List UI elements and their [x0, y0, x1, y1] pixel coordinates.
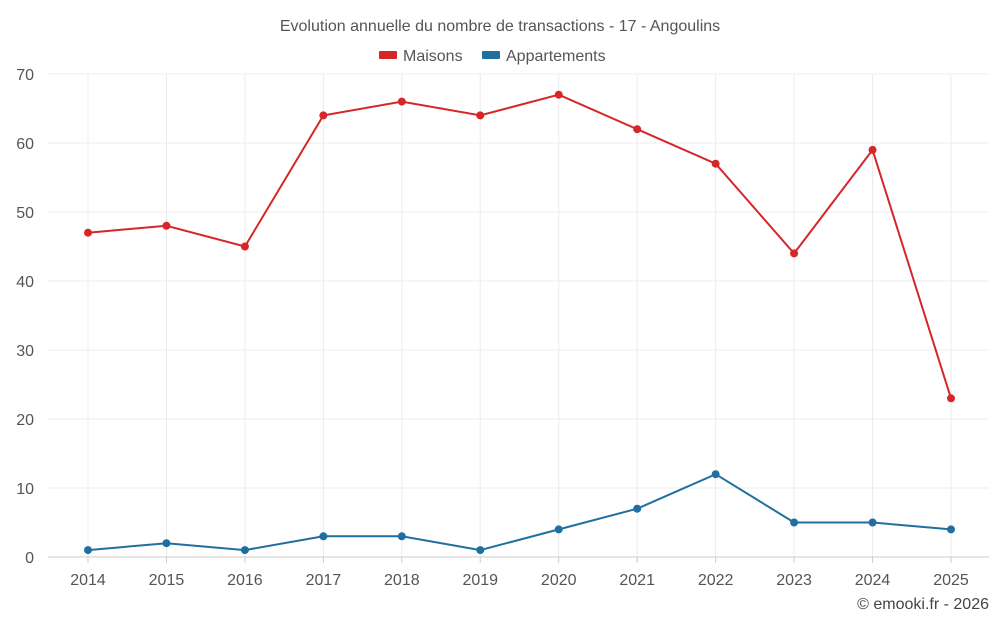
- x-tick-label: 2019: [462, 572, 498, 589]
- x-tick-label: 2018: [384, 572, 420, 589]
- data-point-appartements[interactable]: [476, 546, 485, 555]
- data-point-appartements[interactable]: [947, 525, 955, 534]
- y-tick-label: 20: [16, 412, 34, 429]
- data-point-appartements[interactable]: [554, 525, 563, 534]
- data-point-appartements[interactable]: [633, 504, 642, 513]
- data-point-appartements[interactable]: [162, 539, 171, 548]
- data-point-maisons[interactable]: [868, 145, 877, 154]
- chart-title: Evolution annuelle du nombre de transact…: [280, 18, 720, 35]
- data-point-appartements[interactable]: [868, 518, 877, 527]
- credit-text: © emooki.fr - 2026: [857, 596, 989, 613]
- legend-item-appartements[interactable]: Appartements: [482, 48, 606, 65]
- grid: [48, 73, 989, 557]
- x-tick-label: 2024: [855, 572, 891, 589]
- data-point-appartements[interactable]: [240, 546, 249, 555]
- data-point-maisons[interactable]: [397, 97, 406, 106]
- x-tick-label: 2015: [149, 572, 185, 589]
- x-tick-label: 2016: [227, 572, 263, 589]
- y-tick-label: 10: [16, 481, 34, 498]
- series-line-appartements: [87, 473, 952, 552]
- legend-item-maisons[interactable]: Maisons: [379, 48, 463, 65]
- y-tick-label: 30: [16, 343, 34, 360]
- x-tick-label: 2023: [776, 572, 812, 589]
- data-point-maisons[interactable]: [162, 221, 171, 230]
- data-point-maisons[interactable]: [84, 228, 92, 237]
- data-point-maisons[interactable]: [633, 125, 642, 134]
- x-tick-label: 2022: [698, 572, 734, 589]
- data-point-appartements[interactable]: [84, 546, 92, 555]
- series-line-maisons: [87, 93, 952, 399]
- axes: 0 10 20 30 40 50 60 70 2014 2015 2016 2017 2018 2019 2…: [16, 67, 989, 589]
- data-point-appartements[interactable]: [790, 518, 799, 527]
- data-point-maisons[interactable]: [790, 249, 799, 258]
- data-point-appartements[interactable]: [319, 532, 328, 541]
- data-point-maisons[interactable]: [947, 394, 955, 403]
- legend-swatch-appartements: [482, 51, 500, 59]
- data-point-maisons[interactable]: [319, 111, 328, 120]
- legend: Maisons Appartements: [379, 48, 606, 65]
- series: [84, 90, 955, 555]
- data-point-appartements[interactable]: [711, 470, 720, 479]
- x-tick-label: 2014: [70, 572, 106, 589]
- data-point-maisons[interactable]: [240, 242, 249, 251]
- x-tick-label: 2025: [933, 572, 969, 589]
- x-tick-label: 2020: [541, 572, 577, 589]
- data-point-maisons[interactable]: [476, 111, 485, 120]
- y-tick-label: 40: [16, 274, 34, 291]
- y-tick-label: 60: [16, 136, 34, 153]
- data-point-appartements[interactable]: [397, 532, 406, 541]
- y-tick-label: 50: [16, 205, 34, 222]
- data-point-maisons[interactable]: [554, 90, 563, 99]
- legend-swatch-maisons: [379, 51, 397, 59]
- y-tick-label: 70: [16, 67, 34, 84]
- legend-label-maisons: Maisons: [403, 48, 463, 65]
- y-tick-label: 0: [25, 550, 34, 567]
- x-tick-label: 2017: [306, 572, 342, 589]
- data-point-maisons[interactable]: [711, 159, 720, 168]
- x-tick-label: 2021: [619, 572, 655, 589]
- legend-label-appartements: Appartements: [506, 48, 606, 65]
